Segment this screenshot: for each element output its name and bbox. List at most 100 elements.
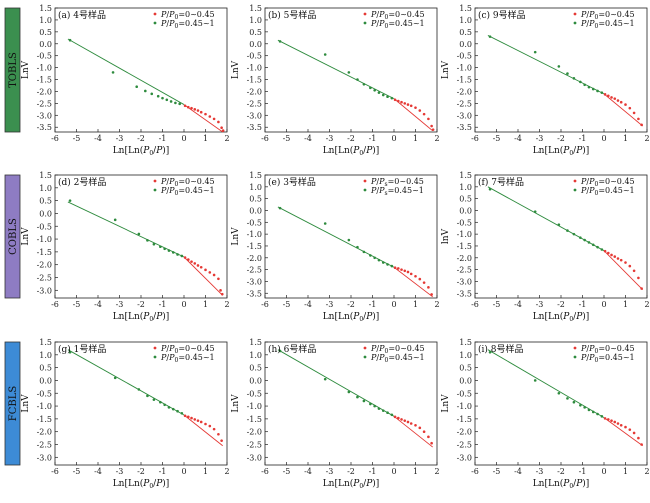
y-tick-label: 0.5: [39, 364, 52, 373]
x-tick-label: -5: [73, 467, 81, 476]
data-point-high: [596, 245, 599, 249]
data-point-low: [212, 273, 216, 277]
legend-entry: P/P0=0~0.45: [160, 344, 215, 355]
data-point-high: [113, 218, 117, 222]
data-point-low: [212, 117, 216, 121]
y-tick-label: -2.5: [247, 266, 262, 275]
y-tick-label: 1.5: [459, 171, 472, 180]
data-point-low: [640, 443, 643, 446]
data-point-high: [152, 242, 156, 246]
data-point-low: [637, 276, 640, 280]
data-point-high: [113, 376, 117, 380]
x-axis-label: Ln[Ln(P0/P)]: [323, 311, 380, 323]
data-point-high: [533, 210, 537, 213]
y-tick-label: 1.0: [459, 351, 472, 360]
data-point-high: [137, 232, 141, 236]
fit-line-low: [183, 104, 223, 133]
y-tick-label: 1.0: [249, 183, 262, 192]
data-point-low: [393, 266, 397, 270]
data-point-low: [422, 281, 426, 284]
data-point-low: [610, 96, 613, 99]
y-tick-label: 0.5: [459, 195, 472, 204]
data-point-low: [217, 432, 220, 436]
data-point-high: [356, 395, 359, 399]
legend-marker-high: [363, 188, 367, 192]
panel-label: (e) 3号样品: [268, 176, 316, 188]
chart-panel: -6 -5 -4 -3 -2 -1 0 1 2 1.5 1.0 0.5 0.0 -0.5 -1.0 -1.5 -…: [441, 4, 650, 157]
x-tick-label: -3: [326, 134, 334, 143]
x-tick-label: -6: [51, 467, 59, 476]
data-point-low: [431, 128, 435, 131]
data-point-high: [159, 245, 162, 249]
data-point-high: [377, 407, 381, 410]
data-point-high: [596, 89, 599, 93]
y-tick-label: -2.5: [457, 266, 472, 275]
x-tick-label: -1: [159, 467, 167, 476]
data-point-high: [278, 206, 282, 210]
data-point-low: [187, 105, 190, 109]
y-tick-label: -3.5: [37, 123, 52, 132]
x-tick-label: 0: [181, 300, 186, 309]
x-tick-label: 1: [413, 300, 418, 309]
x-tick-label: -5: [283, 467, 291, 476]
data-point-low: [422, 112, 426, 116]
x-tick-label: -3: [116, 300, 124, 309]
fit-line-high: [67, 201, 185, 258]
data-point-high: [278, 349, 282, 353]
x-tick-label: -6: [51, 300, 59, 309]
legend-marker-high: [153, 21, 157, 25]
data-point-low: [400, 268, 403, 271]
x-tick-label: -4: [514, 467, 522, 476]
fit-line-high: [67, 38, 185, 105]
data-point-low: [196, 264, 200, 267]
data-point-high: [583, 83, 586, 87]
y-tick-label: -3.0: [37, 286, 52, 295]
data-point-low: [397, 416, 400, 420]
data-point-low: [183, 414, 187, 418]
y-tick-label: -3.5: [457, 289, 472, 298]
data-point-low: [400, 100, 403, 104]
data-point-low: [603, 249, 607, 253]
data-point-low: [204, 268, 207, 272]
data-point-high: [381, 409, 385, 412]
legend-entry: P/P0=0.45~1: [160, 353, 215, 364]
data-point-high: [176, 409, 179, 413]
y-tick-label: -1.0: [457, 402, 472, 411]
y-tick-label: -2.0: [37, 261, 52, 270]
chart-panel: -6 -5 -4 -3 -2 -1 0 1 2 1.5 1.0 0.5 0.0 -0.5 -1.0 -1.5 -…: [231, 171, 440, 323]
data-point-high: [488, 350, 492, 354]
y-tick-label: -1.5: [247, 242, 262, 251]
x-axis-label: Ln[Ln(P0/P)]: [533, 145, 590, 157]
data-point-low: [406, 270, 410, 274]
data-point-high: [369, 254, 372, 257]
x-tick-label: -1: [369, 134, 377, 143]
x-tick-label: -1: [369, 300, 377, 309]
panel-label: (d) 2号样品: [58, 176, 106, 188]
data-point-low: [613, 255, 617, 258]
chart-panel: -6 -5 -4 -3 -2 -1 0 1 2 1.5 1.0 0.5 0.0 -0.5 -1.0 -1.5 -…: [21, 171, 230, 323]
legend-entry: P/P0=0.45~1: [370, 353, 425, 364]
data-point-high: [178, 102, 181, 106]
data-point-high: [152, 398, 156, 401]
data-point-low: [208, 271, 212, 274]
legend-entry: P/P0=0~0.45: [370, 10, 425, 21]
x-tick-label: -2: [347, 467, 355, 476]
data-point-low: [414, 423, 417, 427]
data-point-low: [637, 436, 640, 440]
data-point-high: [161, 96, 164, 100]
panel-label: (i) 8号样品: [478, 343, 524, 355]
data-point-high: [373, 256, 376, 260]
data-point-high: [176, 253, 179, 256]
y-tick-label: -3.0: [247, 111, 262, 120]
legend-marker-low: [573, 12, 577, 16]
x-tick-label: -2: [557, 300, 565, 309]
x-tick-label: 1: [623, 300, 628, 309]
data-point-high: [174, 101, 177, 105]
x-axis-label: Ln[Ln(P0/P)]: [113, 478, 170, 490]
fit-line-high: [277, 39, 395, 100]
y-tick-label: 1.5: [249, 171, 262, 180]
fit-line-high: [487, 35, 605, 95]
x-tick-label: -6: [261, 134, 269, 143]
y-tick-label: -1.0: [457, 64, 472, 73]
y-tick-label: -0.5: [457, 389, 472, 398]
